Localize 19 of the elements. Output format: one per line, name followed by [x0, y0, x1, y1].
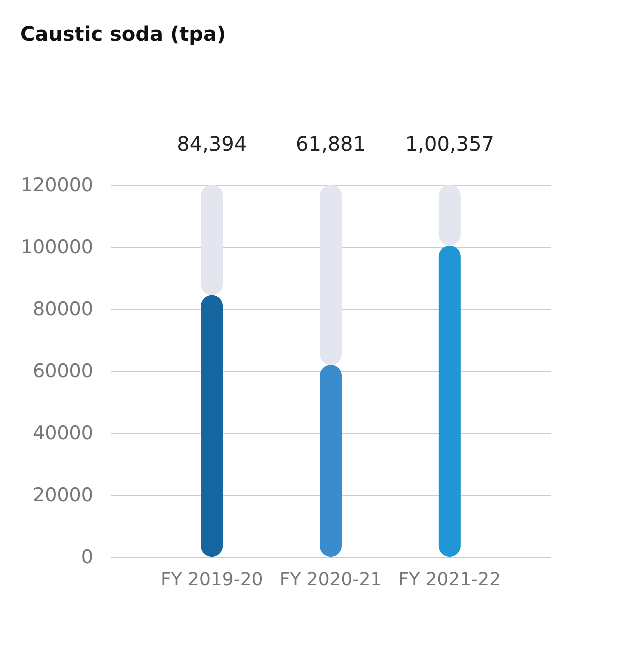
chart-title: Caustic soda (tpa): [20, 22, 226, 46]
bar: [438, 246, 461, 557]
y-tick-label: 80000: [33, 298, 94, 320]
data-label: 84,394: [177, 132, 248, 156]
y-tick-label: 100000: [20, 236, 94, 258]
x-tick-label: FY 2020-21: [280, 570, 382, 590]
y-tick-label: 20000: [33, 484, 94, 506]
y-tick-label: 40000: [33, 422, 94, 444]
x-tick-label: FY 2021-22: [398, 570, 502, 590]
data-label: 1,00,357: [405, 132, 494, 156]
data-label: 61,881: [296, 132, 366, 156]
y-tick-label: 60000: [33, 360, 94, 382]
y-tick-label: 120000: [20, 174, 94, 196]
bar: [201, 295, 224, 557]
x-tick-label: FY 2019-20: [160, 570, 264, 590]
bar: [320, 185, 342, 366]
bar: [320, 365, 342, 557]
y-tick-label: 0: [81, 546, 94, 568]
bar: [201, 185, 224, 296]
